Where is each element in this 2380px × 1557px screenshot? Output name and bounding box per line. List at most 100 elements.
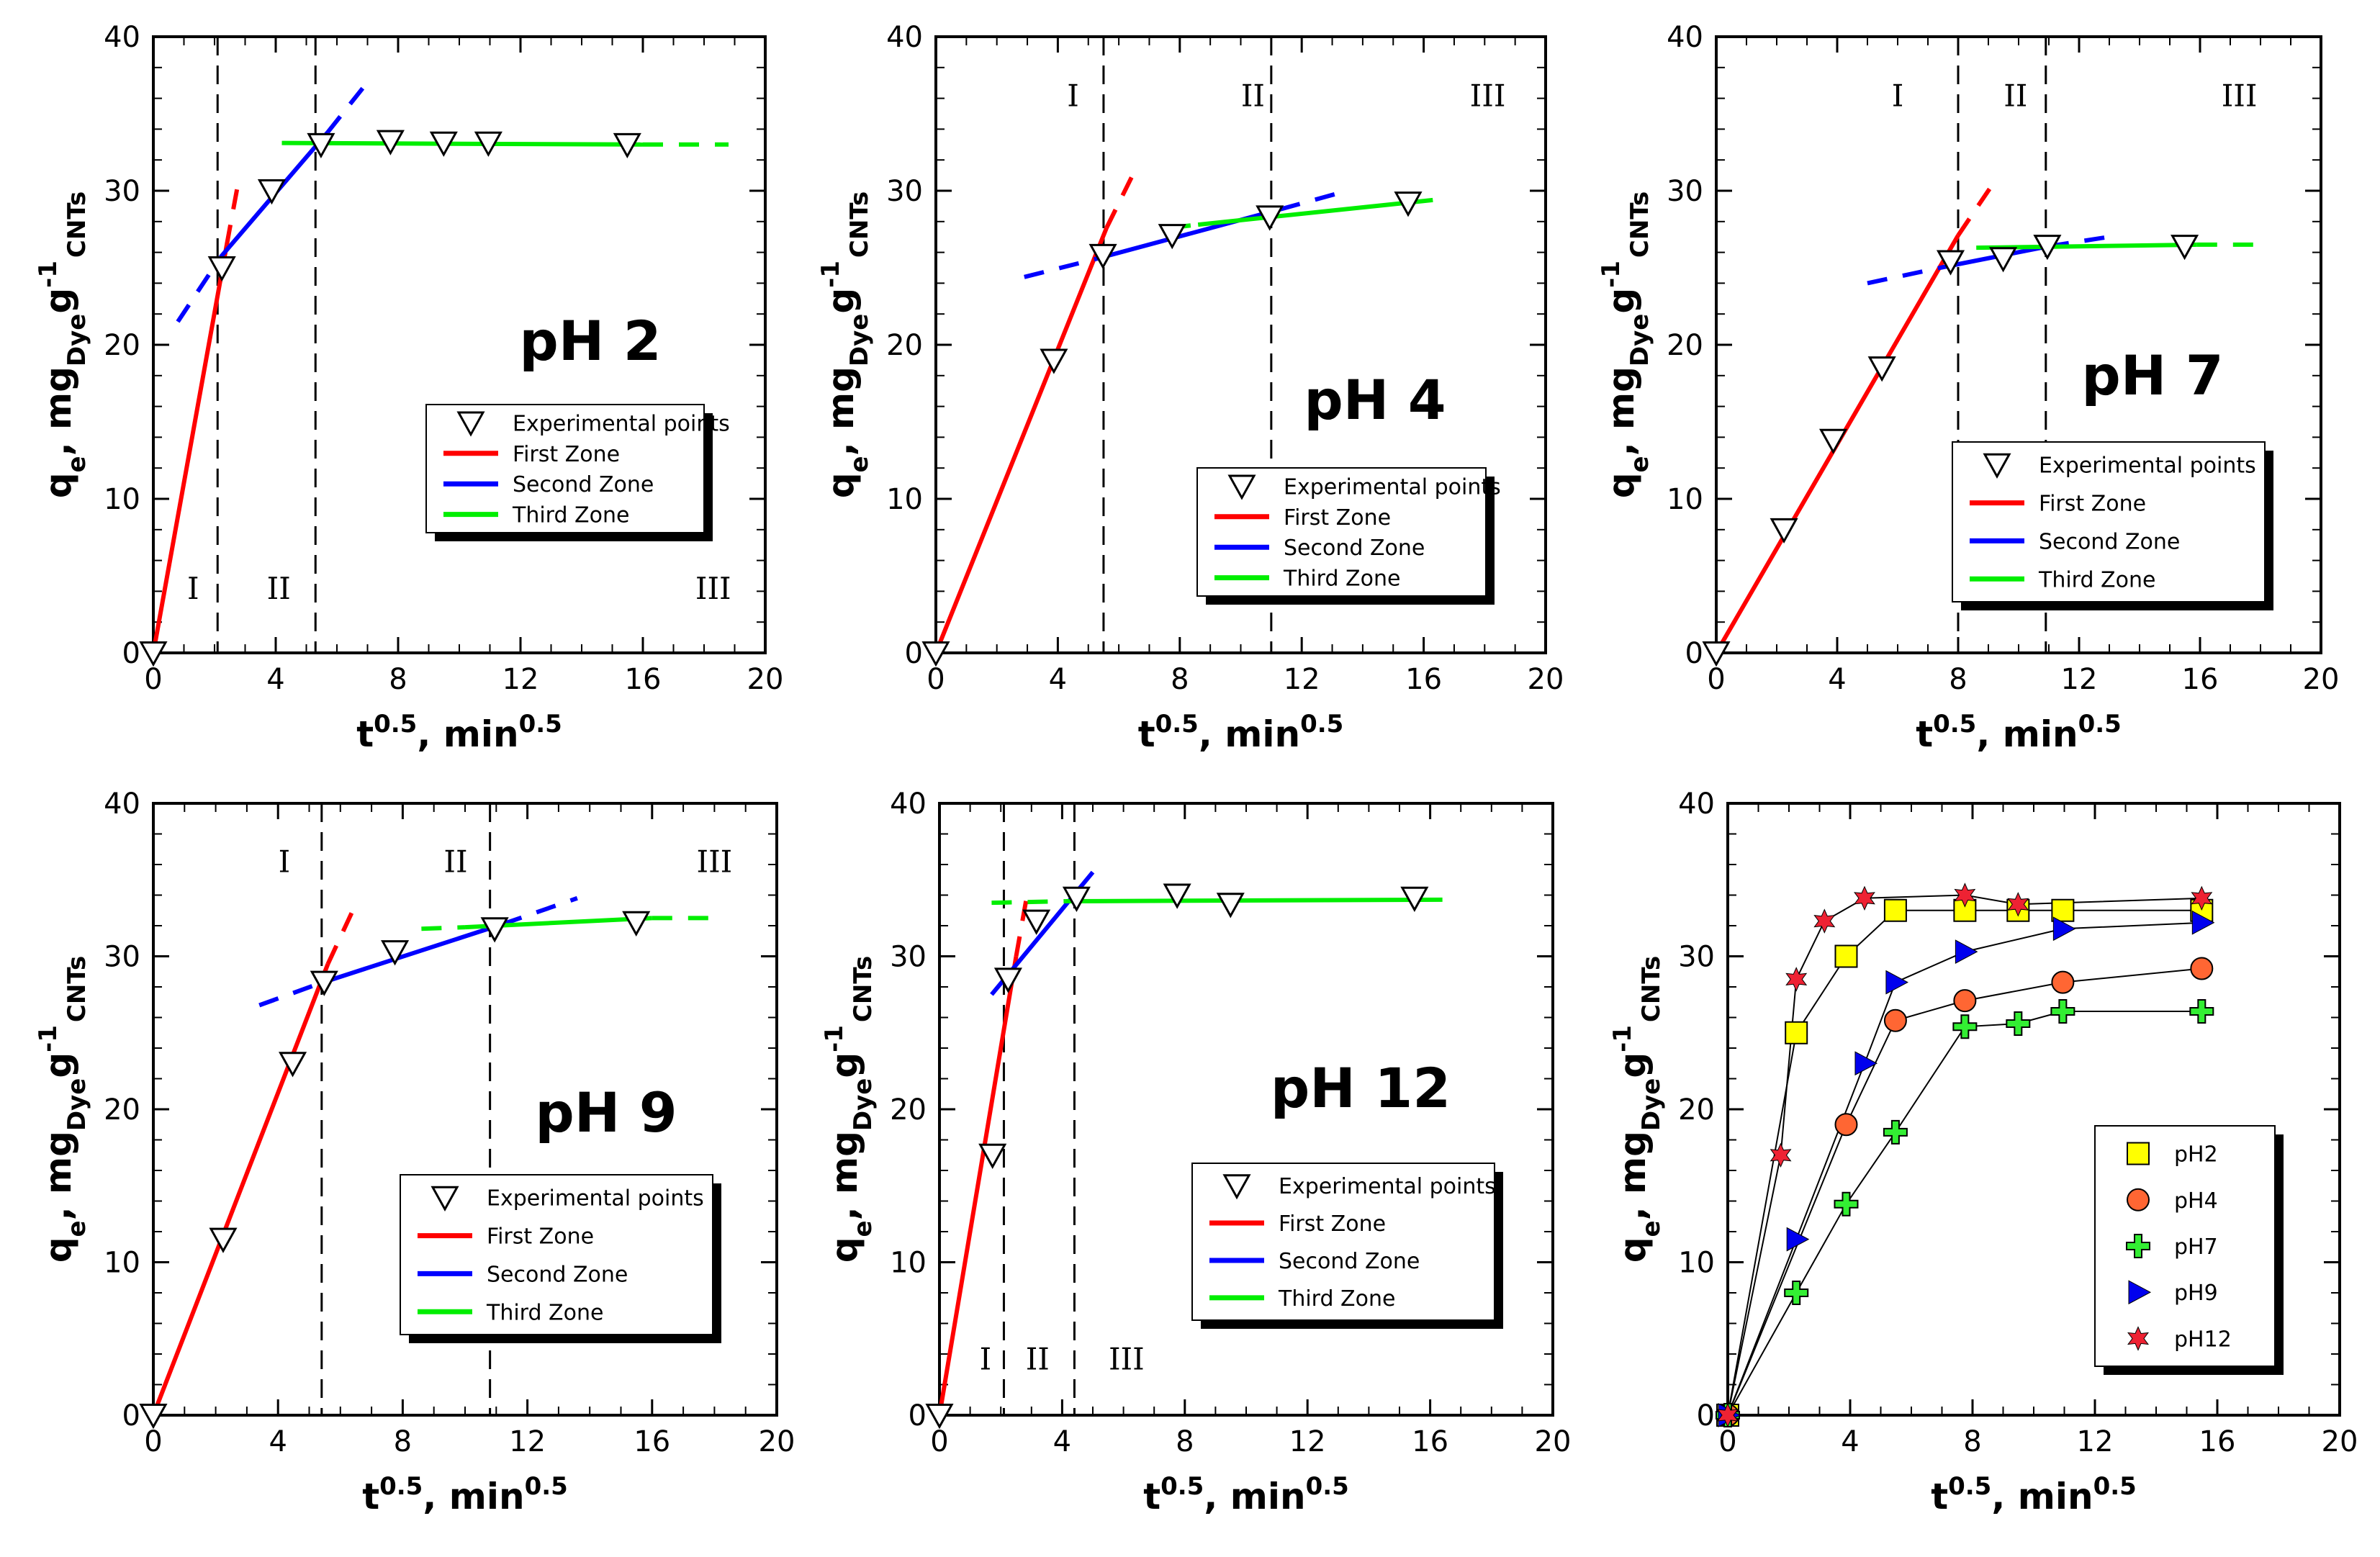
y-tick-label: 40 xyxy=(104,787,140,821)
data-point xyxy=(1785,1021,1808,1044)
x-tick-label: 8 xyxy=(1171,663,1189,696)
y-title-exp: -1 xyxy=(820,1025,849,1052)
x-tick-label: 12 xyxy=(502,663,539,696)
legend-label: Second Zone xyxy=(513,472,654,497)
y-title-comma: , mg xyxy=(1600,366,1642,456)
x-tick-label: 4 xyxy=(1049,663,1067,696)
x-tick-label: 20 xyxy=(759,1425,795,1458)
legend-box xyxy=(1952,441,2266,603)
zone-label: II xyxy=(443,844,467,880)
x-axis-title-sep: , min xyxy=(1199,713,1300,755)
y-title-exp: -1 xyxy=(34,261,63,288)
panel-title: pH 7 xyxy=(2081,343,2223,407)
data-point xyxy=(2190,957,2214,980)
zone-fit-extension xyxy=(1956,184,1993,237)
data-point xyxy=(2191,885,2213,911)
data-point xyxy=(2033,235,2062,261)
y-tick-label: 0 xyxy=(122,1399,140,1432)
x-tick-label: 16 xyxy=(625,663,662,696)
data-point xyxy=(1989,247,2018,273)
data-point xyxy=(1854,885,1875,911)
data-point xyxy=(2051,898,2075,922)
zone-fit-line xyxy=(1065,897,1443,903)
y-title-comma: , mg xyxy=(820,366,862,456)
data-point xyxy=(1040,348,1068,374)
x-axis-title-sup: 0.5 xyxy=(1933,710,1976,739)
x-axis-title-sup2: 0.5 xyxy=(1306,1472,1349,1501)
zone-fit-line xyxy=(1197,197,1433,227)
x-axis-title-sup: 0.5 xyxy=(379,1472,423,1501)
x-tick-label: 4 xyxy=(1841,1425,1859,1458)
zone-label: II xyxy=(267,571,291,606)
y-title-comma: , mg xyxy=(1612,1131,1654,1220)
data-point xyxy=(1936,250,1965,276)
zone-label: I xyxy=(1067,78,1079,113)
legend-label: pH7 xyxy=(2174,1235,2218,1260)
data-point xyxy=(1885,970,1908,995)
y-title-g: g xyxy=(37,288,79,314)
data-point xyxy=(1955,939,1978,964)
y-title-exp: -1 xyxy=(34,1025,63,1052)
zone-fit-extension xyxy=(325,84,366,134)
data-point xyxy=(310,970,338,996)
legend-marker xyxy=(2127,1326,2149,1351)
data-point xyxy=(2189,999,2214,1024)
data-point xyxy=(1784,1281,1809,1305)
y-tick-label: 40 xyxy=(886,21,923,54)
zone-fit-extension xyxy=(1104,171,1136,229)
x-tick-label: 0 xyxy=(144,1425,162,1458)
x-axis-title-sup: 0.5 xyxy=(374,710,417,739)
y-tick-label: 10 xyxy=(1667,483,1703,516)
zone-fit-line xyxy=(317,922,503,986)
legend-label: Experimental points xyxy=(2039,453,2256,479)
legend-label: pH9 xyxy=(2174,1281,2218,1306)
y-axis-title: qe, mgDyeg-1CNTs xyxy=(1597,191,1654,499)
x-axis-title-sep: , min xyxy=(1991,1476,2093,1517)
data-point xyxy=(1158,224,1186,250)
x-tick-label: 8 xyxy=(1176,1425,1194,1458)
y-title-comma: , mg xyxy=(37,1131,79,1220)
zone-label: III xyxy=(1109,1341,1145,1376)
y-axis-title: qe, mgDyeg-1CNTs xyxy=(816,191,874,499)
y-tick-label: 30 xyxy=(1678,941,1715,974)
data-point xyxy=(381,940,410,966)
y-title-dye: Dye xyxy=(63,1078,91,1131)
y-axis-title: qe, mgDyeg-1CNTs xyxy=(34,956,91,1263)
x-axis-title: t0.5, min0.5 xyxy=(1143,1472,1349,1517)
y-tick-label: 40 xyxy=(890,787,927,821)
x-tick-label: 8 xyxy=(394,1425,412,1458)
y-title-dye: Dye xyxy=(1637,1078,1666,1131)
legend-marker xyxy=(431,1186,459,1211)
y-title-e: e xyxy=(1626,456,1654,472)
zone-fit-line xyxy=(1939,244,2050,270)
data-point xyxy=(2007,892,2029,917)
zone-fit-extension xyxy=(325,909,355,965)
data-point xyxy=(921,641,950,667)
x-axis-title-sep: , min xyxy=(1204,1476,1305,1517)
data-point xyxy=(925,1404,954,1430)
x-tick-label: 16 xyxy=(2199,1425,2236,1458)
legend-label: Second Zone xyxy=(1279,1249,1420,1274)
x-axis-title-sup2: 0.5 xyxy=(519,710,562,739)
data-point xyxy=(2050,999,2075,1024)
zone-fit-line xyxy=(934,227,1109,654)
zone-label: II xyxy=(1241,78,1265,113)
data-point xyxy=(1394,191,1423,217)
legend-marker xyxy=(2127,1142,2150,1165)
x-tick-label: 20 xyxy=(2322,1425,2358,1458)
y-title-q: q xyxy=(1612,1237,1654,1263)
legend-marker xyxy=(2126,1234,2150,1258)
data-point xyxy=(978,1143,1007,1169)
x-tick-label: 0 xyxy=(927,663,945,696)
data-point xyxy=(1813,908,1836,934)
y-title-dye: Dye xyxy=(849,1078,878,1131)
data-point xyxy=(139,641,168,667)
legend-label: Third Zone xyxy=(1283,567,1400,592)
x-tick-label: 16 xyxy=(2182,663,2219,696)
x-tick-label: 8 xyxy=(1949,663,1967,696)
legend-marker xyxy=(456,411,485,437)
x-axis-title: t0.5, min0.5 xyxy=(1138,710,1344,755)
